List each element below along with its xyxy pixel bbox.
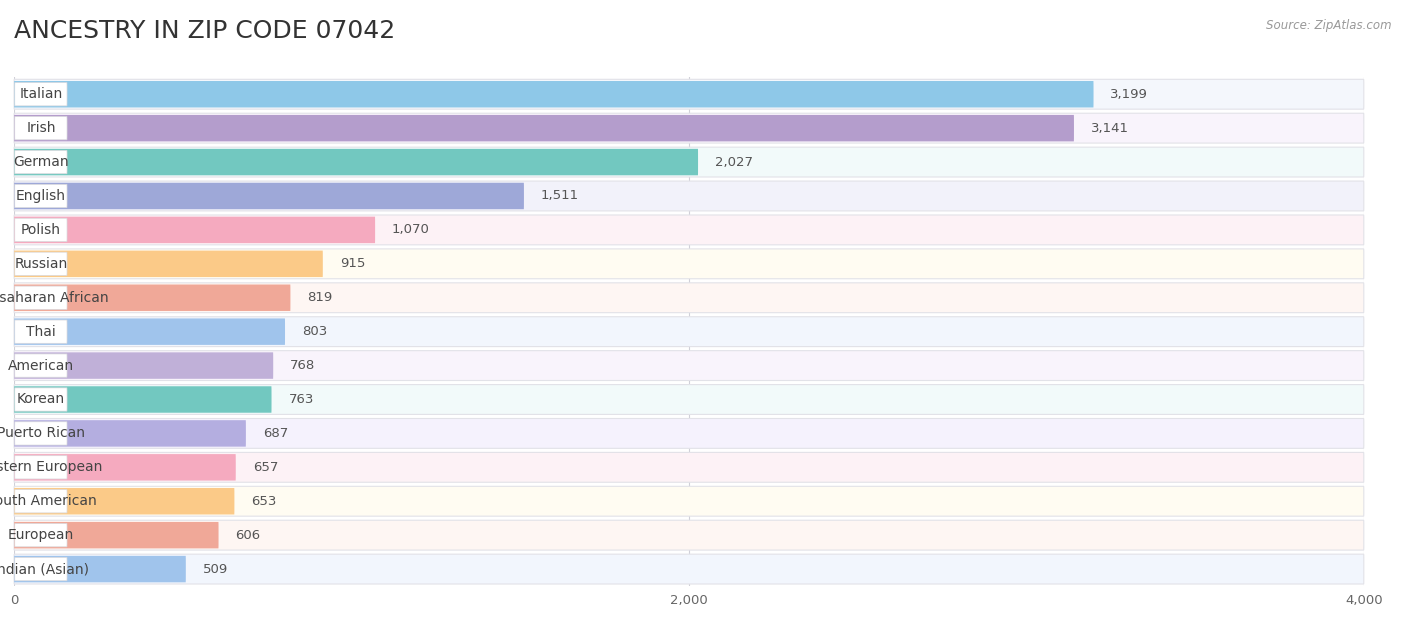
FancyBboxPatch shape: [14, 524, 67, 547]
Text: Polish: Polish: [21, 223, 60, 237]
Text: 657: 657: [253, 461, 278, 474]
Text: 653: 653: [252, 495, 277, 507]
FancyBboxPatch shape: [14, 386, 271, 413]
FancyBboxPatch shape: [14, 249, 1364, 279]
Text: Subsaharan African: Subsaharan African: [0, 290, 108, 305]
FancyBboxPatch shape: [14, 252, 67, 276]
FancyBboxPatch shape: [14, 218, 67, 242]
Text: ANCESTRY IN ZIP CODE 07042: ANCESTRY IN ZIP CODE 07042: [14, 19, 395, 43]
Text: 819: 819: [308, 291, 333, 304]
FancyBboxPatch shape: [14, 317, 1364, 346]
Text: Irish: Irish: [27, 121, 56, 135]
Text: Indian (Asian): Indian (Asian): [0, 562, 89, 576]
Text: Thai: Thai: [27, 325, 56, 339]
FancyBboxPatch shape: [14, 181, 1364, 211]
FancyBboxPatch shape: [14, 113, 1364, 143]
Text: Eastern European: Eastern European: [0, 460, 103, 475]
FancyBboxPatch shape: [14, 384, 1364, 415]
Text: American: American: [8, 359, 75, 373]
FancyBboxPatch shape: [14, 215, 1364, 245]
FancyBboxPatch shape: [14, 454, 236, 480]
Text: 1,070: 1,070: [392, 223, 430, 236]
Text: Puerto Rican: Puerto Rican: [0, 426, 84, 440]
FancyBboxPatch shape: [14, 520, 1364, 550]
FancyBboxPatch shape: [14, 184, 67, 207]
Text: 768: 768: [290, 359, 315, 372]
FancyBboxPatch shape: [14, 419, 1364, 448]
Text: Korean: Korean: [17, 392, 65, 406]
Text: 3,199: 3,199: [1111, 88, 1149, 100]
Text: German: German: [13, 155, 69, 169]
FancyBboxPatch shape: [14, 149, 697, 175]
FancyBboxPatch shape: [14, 117, 67, 140]
FancyBboxPatch shape: [14, 522, 218, 549]
FancyBboxPatch shape: [14, 354, 67, 377]
FancyBboxPatch shape: [14, 251, 323, 277]
FancyBboxPatch shape: [14, 558, 67, 581]
FancyBboxPatch shape: [14, 183, 524, 209]
FancyBboxPatch shape: [14, 318, 285, 345]
Text: 763: 763: [288, 393, 314, 406]
FancyBboxPatch shape: [14, 452, 1364, 482]
FancyBboxPatch shape: [14, 147, 1364, 177]
Text: 2,027: 2,027: [714, 156, 754, 169]
FancyBboxPatch shape: [14, 320, 67, 343]
FancyBboxPatch shape: [14, 556, 186, 582]
Text: European: European: [8, 528, 75, 542]
FancyBboxPatch shape: [14, 352, 273, 379]
Text: South American: South American: [0, 494, 96, 508]
FancyBboxPatch shape: [14, 285, 291, 311]
Text: English: English: [15, 189, 66, 203]
FancyBboxPatch shape: [14, 554, 1364, 584]
Text: 915: 915: [340, 258, 366, 270]
Text: Source: ZipAtlas.com: Source: ZipAtlas.com: [1267, 19, 1392, 32]
FancyBboxPatch shape: [14, 286, 67, 309]
FancyBboxPatch shape: [14, 422, 67, 445]
FancyBboxPatch shape: [14, 420, 246, 447]
FancyBboxPatch shape: [14, 283, 1364, 313]
FancyBboxPatch shape: [14, 81, 1094, 108]
FancyBboxPatch shape: [14, 79, 1364, 109]
Text: 687: 687: [263, 427, 288, 440]
FancyBboxPatch shape: [14, 388, 67, 411]
FancyBboxPatch shape: [14, 151, 67, 174]
Text: 509: 509: [202, 563, 228, 576]
Text: 803: 803: [302, 325, 328, 338]
FancyBboxPatch shape: [14, 115, 1074, 142]
FancyBboxPatch shape: [14, 216, 375, 243]
FancyBboxPatch shape: [14, 456, 67, 479]
FancyBboxPatch shape: [14, 488, 235, 515]
FancyBboxPatch shape: [14, 350, 1364, 381]
Text: Russian: Russian: [14, 257, 67, 271]
Text: 3,141: 3,141: [1091, 122, 1129, 135]
FancyBboxPatch shape: [14, 489, 67, 513]
Text: 1,511: 1,511: [541, 189, 579, 202]
Text: 606: 606: [235, 529, 260, 542]
Text: Italian: Italian: [20, 87, 62, 101]
FancyBboxPatch shape: [14, 82, 67, 106]
FancyBboxPatch shape: [14, 486, 1364, 516]
